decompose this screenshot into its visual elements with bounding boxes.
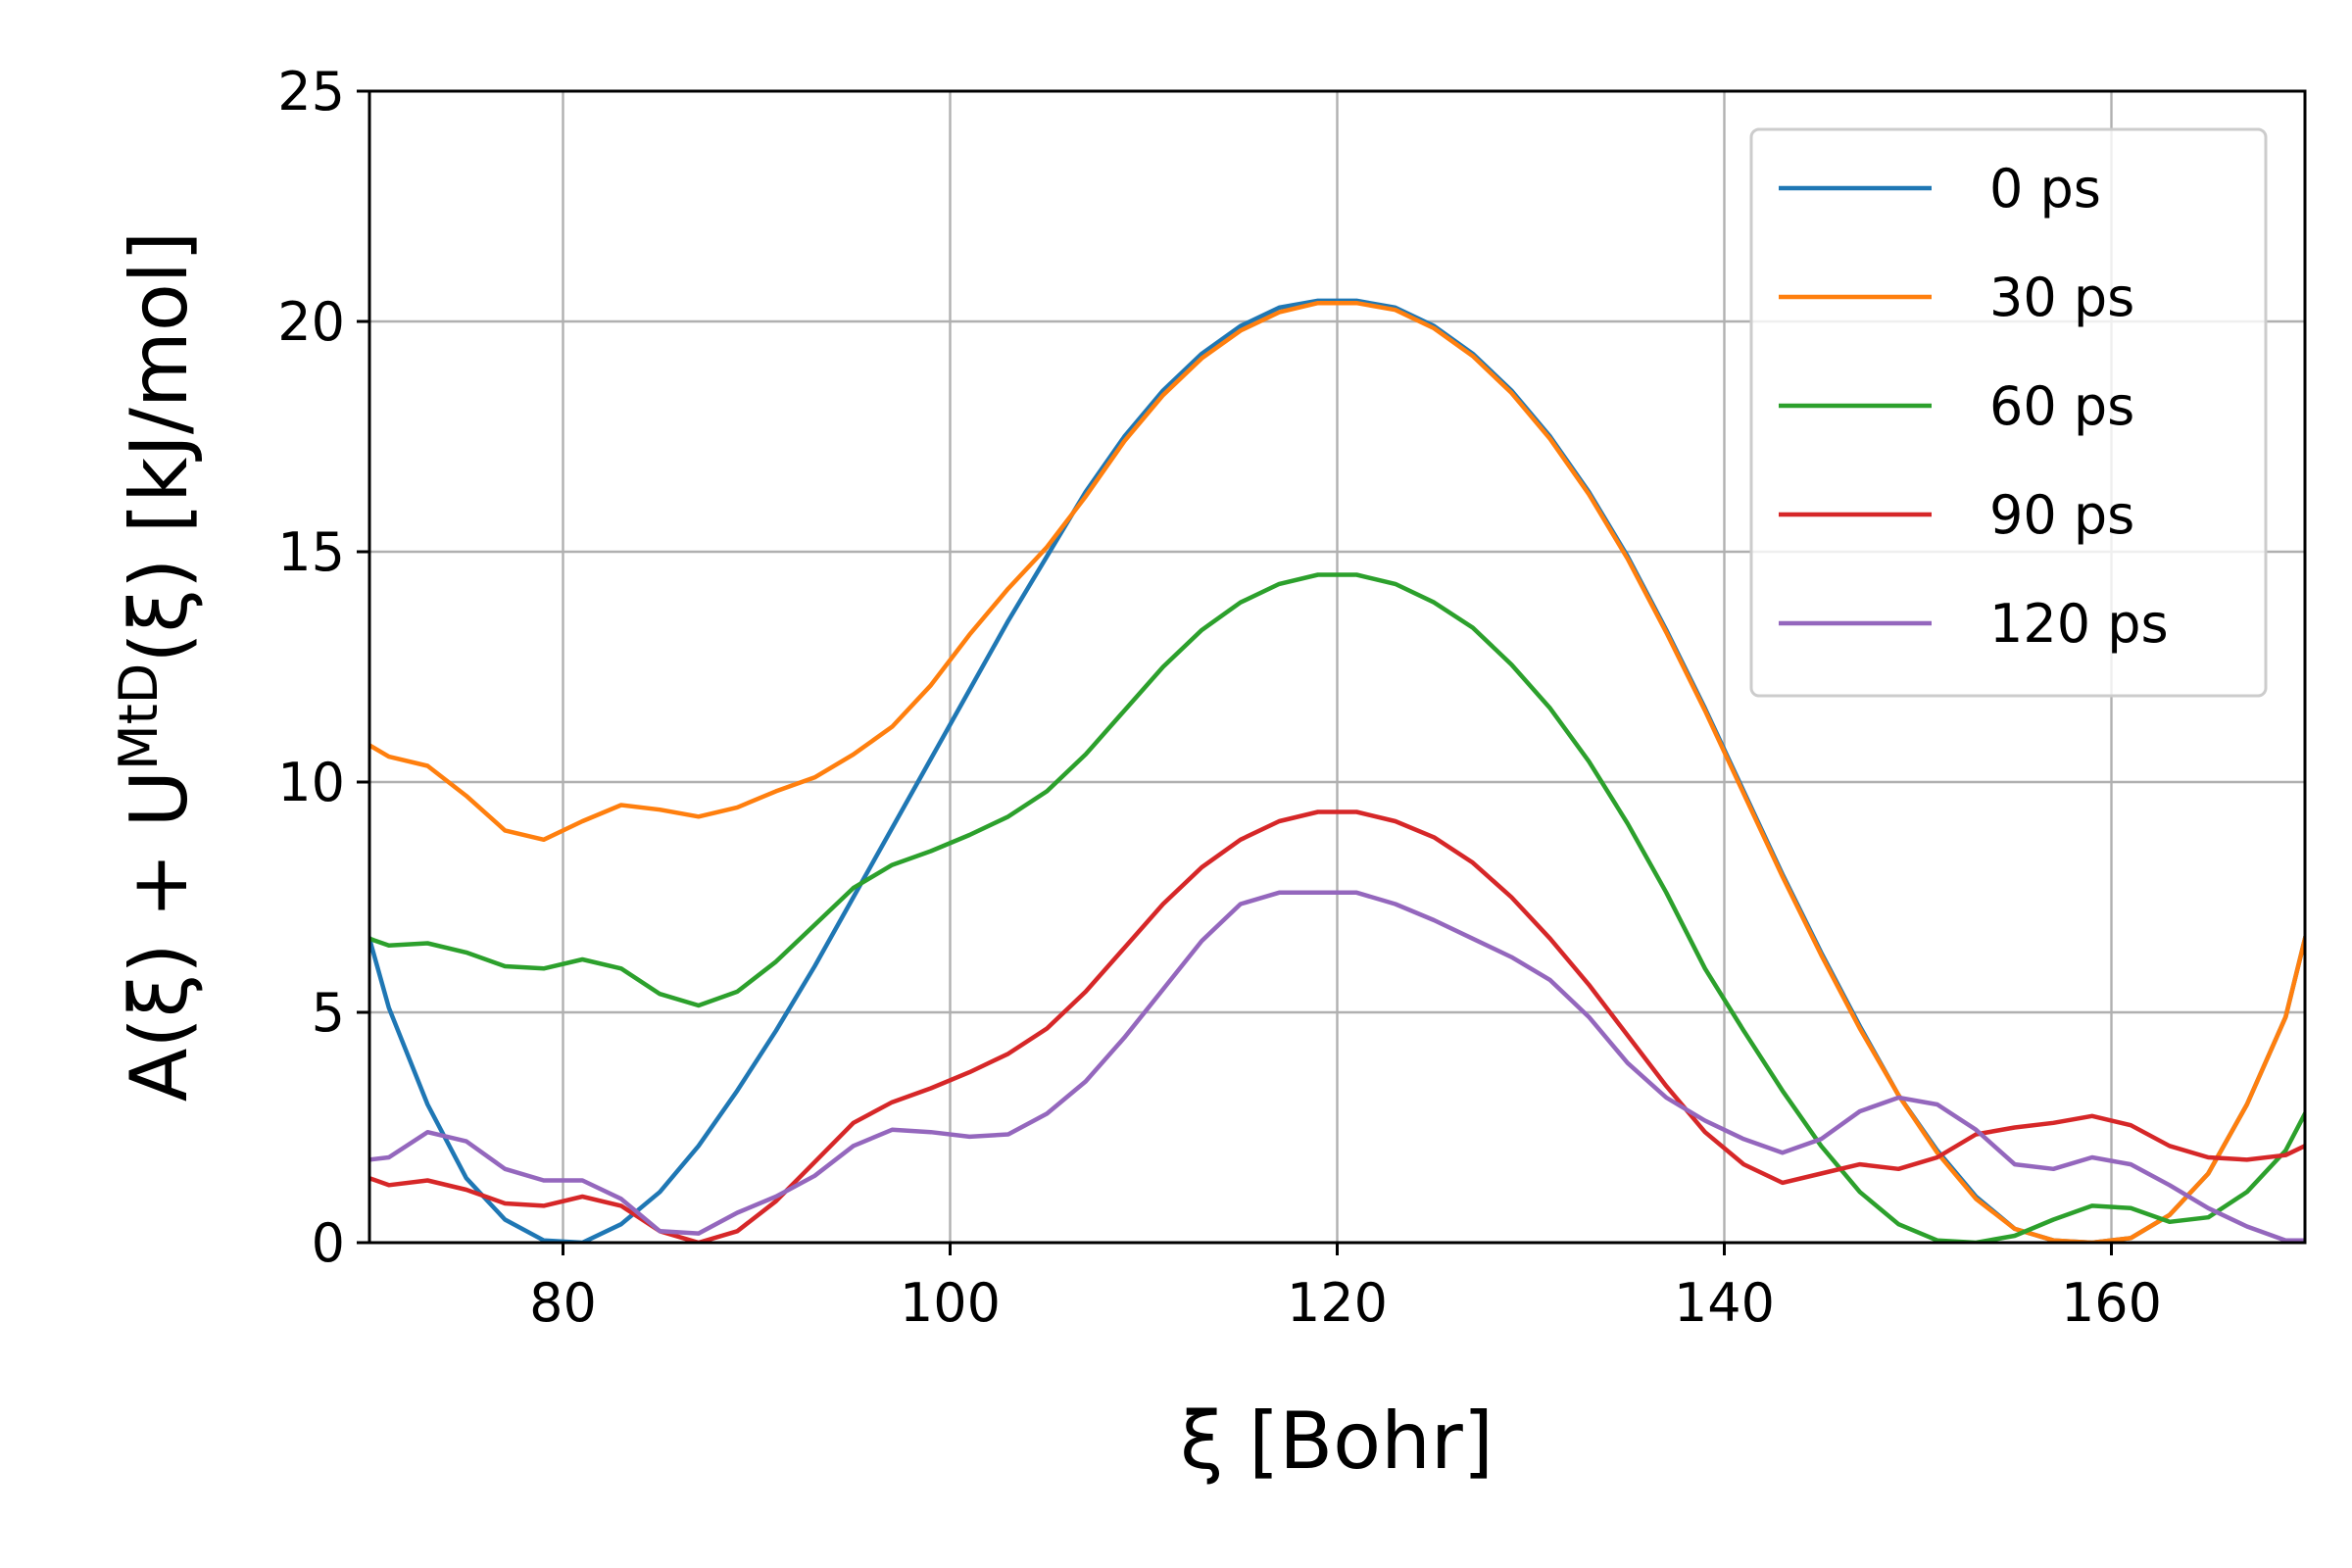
legend-label: 0 ps bbox=[1989, 158, 2101, 220]
series-line-5 bbox=[369, 890, 2305, 1243]
y-tick-label: 10 bbox=[277, 752, 345, 813]
legend-box bbox=[1749, 127, 2268, 698]
legend-label: 30 ps bbox=[1989, 267, 2134, 328]
y-tick-label: 0 bbox=[312, 1212, 345, 1274]
x-tick-label: 80 bbox=[529, 1272, 597, 1334]
y-tick-label: 25 bbox=[277, 61, 345, 122]
x-axis-label: ξ [Bohr] bbox=[1180, 1396, 1494, 1487]
y-tick-label: 15 bbox=[277, 521, 345, 583]
y-axis-label-superscript: MtD bbox=[108, 663, 170, 770]
legend: 0 ps 30 ps 60 ps 90 ps 120 ps bbox=[1749, 127, 2268, 698]
series-line-2 bbox=[369, 300, 2305, 1243]
y-axis-label-suffix: (ξ) [kJ/mol] bbox=[114, 231, 205, 663]
y-tick-label: 5 bbox=[312, 982, 345, 1044]
legend-label: 90 ps bbox=[1989, 484, 2134, 546]
x-tick-label: 120 bbox=[1287, 1272, 1388, 1334]
series-lines bbox=[369, 298, 2305, 1243]
legend-label: 60 ps bbox=[1989, 375, 2134, 437]
y-axis-ticks: 0 5 10 15 20 25 bbox=[277, 61, 369, 1274]
x-tick-label: 140 bbox=[1674, 1272, 1775, 1334]
series-line-3 bbox=[369, 572, 2305, 1243]
x-axis-ticks: 80 100 120 140 160 bbox=[529, 1243, 2162, 1334]
x-tick-label: 100 bbox=[900, 1272, 1001, 1334]
y-tick-label: 20 bbox=[277, 291, 345, 353]
series-line-4 bbox=[369, 809, 2305, 1243]
legend-label: 120 ps bbox=[1989, 593, 2169, 655]
y-axis-label: A(ξ) + UMtD(ξ) [kJ/mol] bbox=[108, 231, 205, 1102]
y-axis-label-prefix: A(ξ) + U bbox=[114, 770, 205, 1102]
x-tick-label: 160 bbox=[2061, 1272, 2162, 1334]
